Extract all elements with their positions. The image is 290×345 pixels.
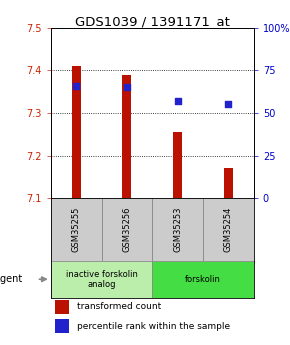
- Text: GSM35254: GSM35254: [224, 207, 233, 252]
- Bar: [55, 300, 69, 314]
- Bar: [122, 75, 131, 198]
- Text: GSM35255: GSM35255: [72, 207, 81, 252]
- Text: agent: agent: [0, 274, 23, 284]
- Text: GSM35253: GSM35253: [173, 207, 182, 252]
- Text: forskolin: forskolin: [185, 275, 221, 284]
- Bar: [72, 66, 81, 198]
- Bar: [203, 198, 254, 261]
- Bar: [55, 319, 69, 333]
- Bar: [51, 198, 102, 261]
- Text: percentile rank within the sample: percentile rank within the sample: [77, 322, 230, 331]
- Bar: [224, 168, 233, 198]
- Text: GSM35256: GSM35256: [122, 207, 131, 252]
- Bar: [173, 132, 182, 198]
- Text: transformed count: transformed count: [77, 303, 162, 312]
- Point: [175, 98, 180, 104]
- Point: [125, 85, 129, 90]
- Text: inactive forskolin
analog: inactive forskolin analog: [66, 269, 137, 289]
- Point: [74, 83, 78, 88]
- Point: [226, 101, 231, 107]
- Bar: [102, 198, 152, 261]
- Bar: [51, 261, 152, 298]
- Bar: [152, 198, 203, 261]
- Bar: [152, 261, 254, 298]
- Title: GDS1039 / 1391171_at: GDS1039 / 1391171_at: [75, 14, 230, 28]
